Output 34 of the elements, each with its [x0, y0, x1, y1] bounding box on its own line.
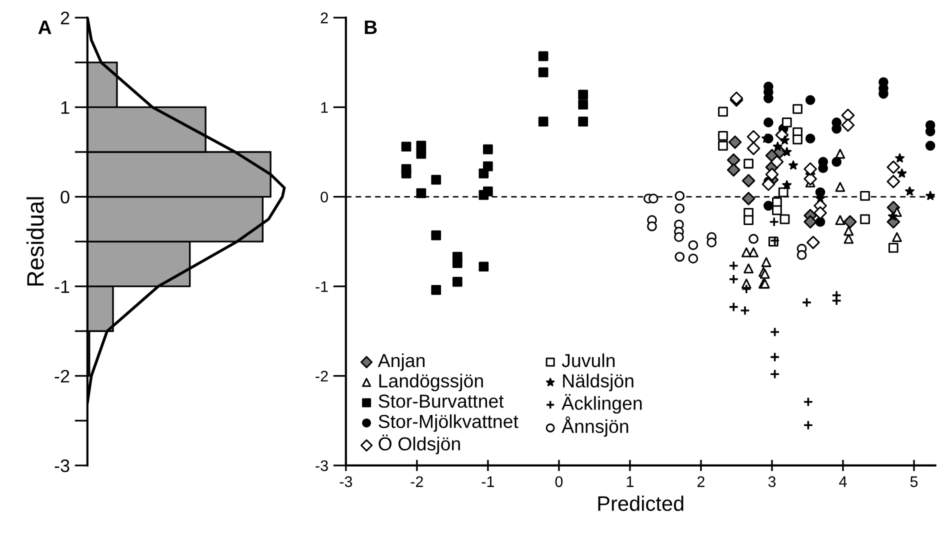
y-tick-label: 1 — [61, 101, 70, 114]
legend-label: Landögssjön — [379, 374, 483, 392]
y-tick-label: -2 — [316, 370, 328, 382]
x-tick-label: 4 — [839, 476, 847, 487]
legend-label: Ö Oldsjön — [378, 434, 460, 454]
legend-label: Näldsjön — [563, 374, 634, 392]
x-axis-title: Predicted — [598, 496, 684, 511]
y-axis-title: Residual — [26, 197, 44, 286]
legend-label: Juvuln — [562, 353, 615, 368]
x-tick-label: 0 — [555, 476, 563, 488]
annotation: B — [364, 20, 377, 34]
x-tick-label: -3 — [340, 476, 352, 488]
legend-label: Ånnsjön — [562, 416, 628, 437]
y-tick-label: 1 — [321, 102, 328, 113]
y-tick-label: 0 — [60, 190, 70, 204]
x-tick-label: -2 — [410, 476, 423, 487]
y-tick-label: 0 — [320, 192, 328, 202]
legend-label: Stor-Burvattnet — [378, 394, 504, 408]
x-tick-label: 2 — [697, 476, 704, 487]
y-tick-label: -2 — [54, 370, 70, 382]
text: A — [38, 20, 52, 34]
y-tick-label: 2 — [320, 12, 328, 24]
x-tick-label: 5 — [910, 476, 918, 488]
y-tick-label: 2 — [60, 12, 70, 24]
y-tick-label: -3 — [316, 460, 328, 472]
x-tick-label: 1 — [626, 476, 634, 487]
x-tick-label: 3 — [768, 476, 776, 488]
y-tick-label: -3 — [54, 459, 70, 472]
x-tick-label: -1 — [482, 476, 494, 487]
y-tick-label: -1 — [54, 280, 70, 293]
legend-label: Äcklingen — [562, 394, 642, 414]
y-tick-label: -1 — [316, 281, 328, 292]
legend-label: Stor-Mjölkvattnet — [378, 414, 518, 432]
legend-label: Anjan — [378, 353, 425, 371]
